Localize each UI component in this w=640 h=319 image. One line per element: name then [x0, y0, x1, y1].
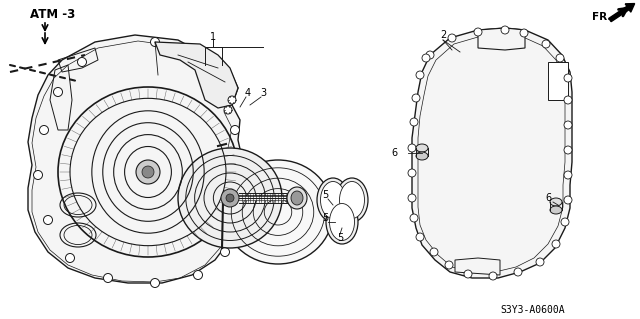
Ellipse shape: [287, 187, 307, 209]
Circle shape: [54, 87, 63, 97]
Circle shape: [40, 125, 49, 135]
Polygon shape: [455, 258, 500, 275]
Circle shape: [77, 57, 86, 66]
Circle shape: [408, 169, 416, 177]
Circle shape: [193, 271, 202, 279]
Circle shape: [224, 106, 232, 114]
Circle shape: [410, 214, 418, 222]
Ellipse shape: [321, 182, 346, 219]
Ellipse shape: [291, 191, 303, 205]
Circle shape: [422, 54, 430, 62]
Circle shape: [489, 272, 497, 280]
Circle shape: [410, 118, 418, 126]
Polygon shape: [28, 35, 242, 283]
Text: 1: 1: [210, 32, 216, 42]
Circle shape: [104, 273, 113, 283]
Ellipse shape: [330, 204, 355, 241]
Circle shape: [221, 189, 239, 207]
Ellipse shape: [416, 152, 428, 160]
Polygon shape: [155, 42, 238, 108]
Circle shape: [501, 26, 509, 34]
Circle shape: [416, 233, 424, 241]
Text: S3Y3-A0600A: S3Y3-A0600A: [500, 305, 564, 315]
Circle shape: [136, 160, 160, 184]
Circle shape: [564, 171, 572, 179]
Circle shape: [44, 216, 52, 225]
Circle shape: [564, 121, 572, 129]
Circle shape: [33, 170, 42, 180]
Circle shape: [216, 85, 225, 94]
Circle shape: [228, 96, 236, 104]
Text: FR.: FR.: [592, 12, 611, 22]
Ellipse shape: [550, 206, 562, 214]
Circle shape: [552, 240, 560, 248]
Polygon shape: [548, 62, 568, 100]
Circle shape: [412, 94, 420, 102]
Polygon shape: [478, 28, 525, 50]
FancyArrow shape: [609, 4, 635, 22]
Circle shape: [520, 29, 528, 37]
Circle shape: [464, 270, 472, 278]
Circle shape: [408, 144, 416, 152]
Circle shape: [514, 268, 522, 276]
Circle shape: [561, 218, 569, 226]
Text: 3: 3: [260, 88, 266, 98]
Text: 5: 5: [322, 213, 328, 223]
Ellipse shape: [178, 148, 282, 248]
Circle shape: [426, 51, 434, 59]
Circle shape: [230, 166, 239, 174]
Text: 6: 6: [391, 148, 397, 158]
Circle shape: [408, 194, 416, 202]
Circle shape: [564, 74, 572, 82]
Ellipse shape: [317, 178, 349, 222]
Circle shape: [226, 194, 234, 202]
Circle shape: [230, 125, 239, 135]
Circle shape: [191, 54, 200, 63]
Circle shape: [150, 38, 159, 47]
Circle shape: [556, 54, 564, 62]
Ellipse shape: [336, 178, 368, 222]
Text: ATM -3: ATM -3: [30, 8, 76, 21]
Circle shape: [564, 146, 572, 154]
Circle shape: [230, 205, 239, 214]
Circle shape: [474, 28, 482, 36]
Ellipse shape: [326, 200, 358, 244]
Circle shape: [542, 40, 550, 48]
Text: 6: 6: [545, 193, 551, 203]
Text: 2: 2: [440, 30, 446, 40]
Circle shape: [221, 248, 230, 256]
Circle shape: [142, 166, 154, 178]
Text: 5: 5: [322, 190, 328, 200]
Circle shape: [430, 248, 438, 256]
Ellipse shape: [416, 144, 428, 152]
Circle shape: [65, 254, 74, 263]
Circle shape: [416, 71, 424, 79]
Ellipse shape: [339, 182, 365, 219]
Text: 5: 5: [337, 233, 343, 243]
Circle shape: [445, 261, 453, 269]
Ellipse shape: [550, 198, 562, 206]
Circle shape: [448, 34, 456, 42]
Circle shape: [150, 278, 159, 287]
Text: 4: 4: [245, 88, 251, 98]
Circle shape: [564, 196, 572, 204]
Polygon shape: [412, 28, 572, 278]
Ellipse shape: [223, 160, 333, 264]
Circle shape: [564, 96, 572, 104]
Circle shape: [536, 258, 544, 266]
